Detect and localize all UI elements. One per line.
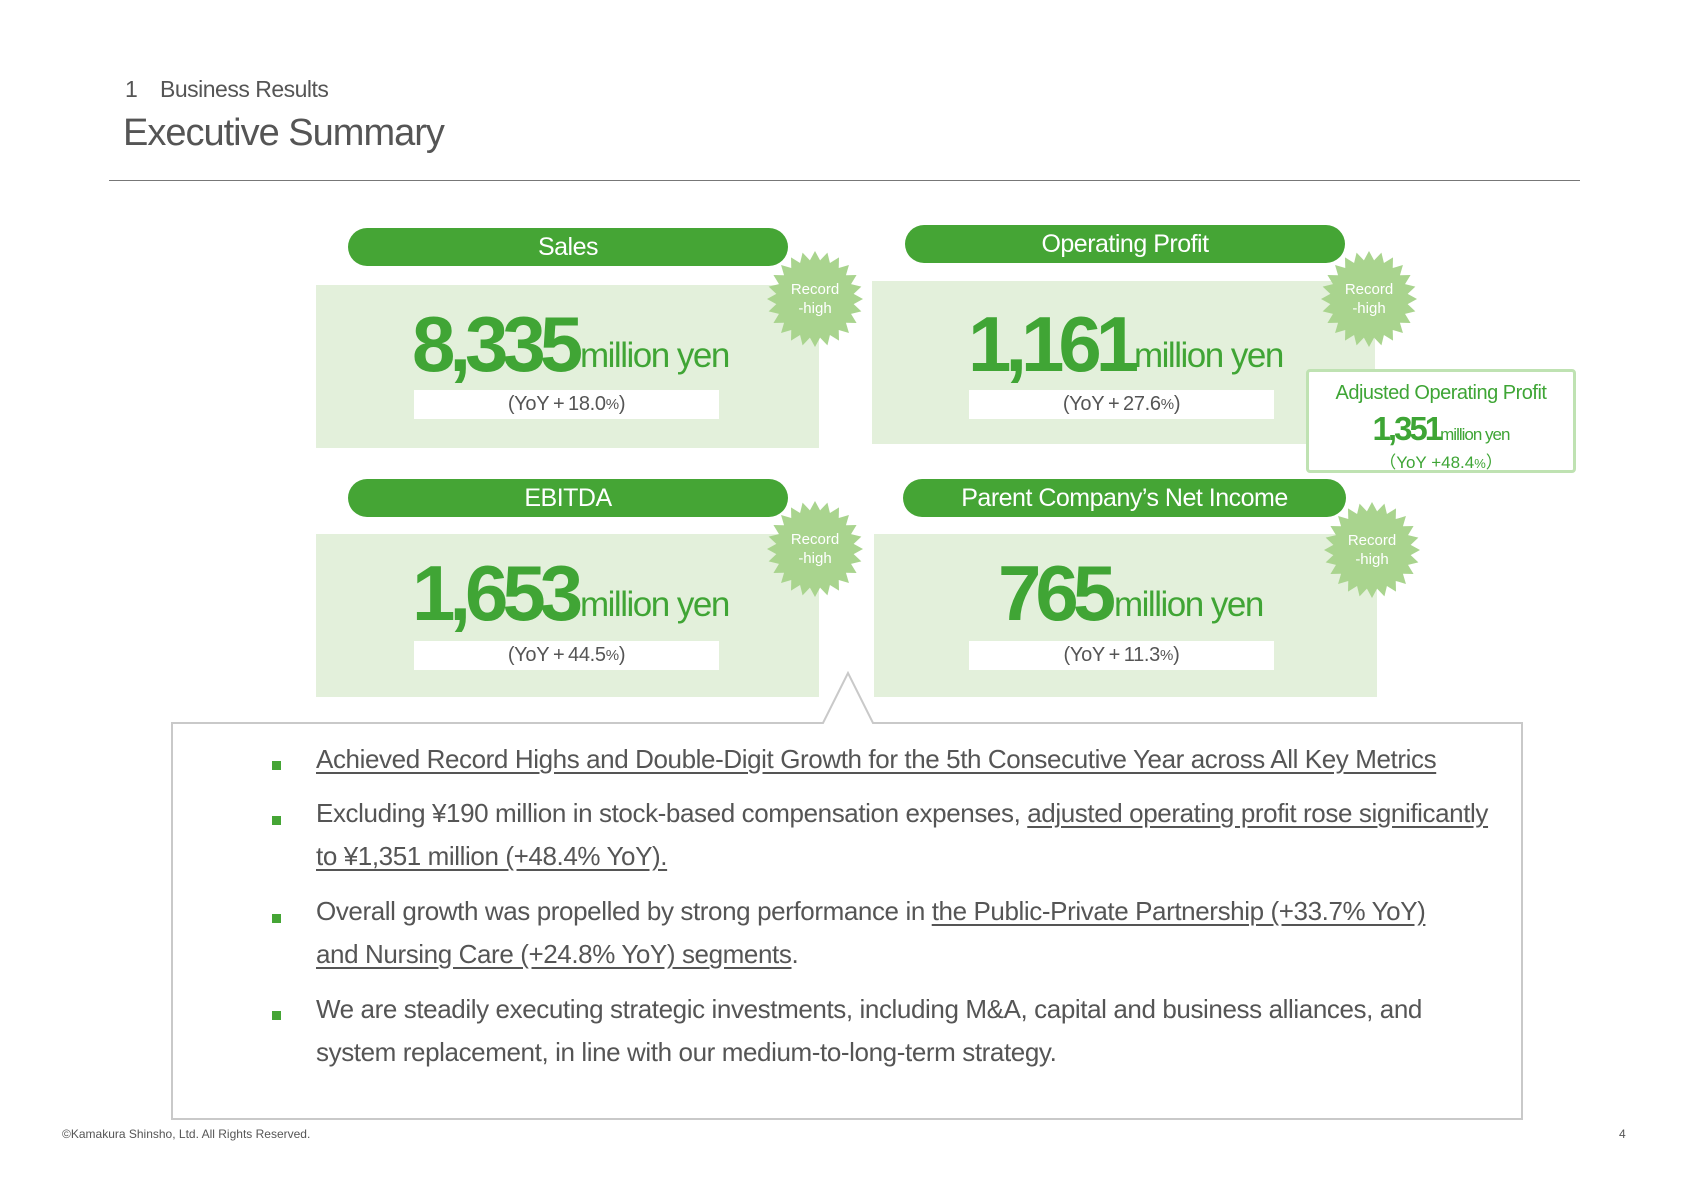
operating-profit-unit: million yen [1134, 336, 1284, 375]
adjusted-operating-profit-title: Adjusted Operating Profit [1335, 382, 1547, 404]
operating-profit-yoy: (YoY + 27.6%) [969, 390, 1274, 419]
summary-bullet-4: We are steadily executing strategic inve… [316, 994, 1422, 1024]
summary-bullet-3-cont: and Nursing Care (+24.8% YoY) segments. [316, 939, 799, 969]
starburst-badge-icon [767, 501, 863, 597]
ebitda-label: EBITDA [348, 479, 788, 517]
summary-callout-box [171, 671, 1523, 1120]
operating-profit-label: Operating Profit [905, 225, 1345, 263]
summary-bullet-2: Excluding ¥190 million in stock-based co… [316, 798, 1489, 828]
starburst-badge-icon [1321, 251, 1417, 347]
ebitda-yoy: (YoY + 44.5%) [414, 641, 719, 670]
net-income-record-badge: Record -high [1322, 500, 1422, 600]
ebitda-value: 1,653 [412, 549, 583, 637]
sales-record-badge: Record -high [765, 249, 865, 349]
sales-unit: million yen [580, 336, 730, 375]
summary-bullet-4-cont: system replacement, in line with our med… [316, 1037, 1057, 1067]
net-income-unit: million yen [1114, 585, 1264, 624]
adjusted-operating-profit-yoy: （YoY +48.4%） [1379, 453, 1503, 472]
square-bullet-icon [272, 816, 281, 825]
sales-yoy: (YoY + 18.0%) [414, 390, 719, 419]
adjusted-operating-profit-box: Adjusted Operating Profit 1,351million y… [1306, 369, 1576, 473]
net-income-value: 765 [998, 549, 1116, 637]
operating-profit-record-badge: Record -high [1319, 249, 1419, 349]
section-name: Business Results [160, 76, 329, 102]
square-bullet-icon [272, 914, 281, 923]
section-number: 1 [125, 76, 138, 102]
ebitda-record-badge: Record -high [765, 499, 865, 599]
summary-bullet-1: Achieved Record Highs and Double-Digit G… [316, 744, 1437, 774]
section-label: 1 Business Results [125, 76, 329, 103]
page-title: Executive Summary [123, 112, 445, 154]
adjusted-operating-profit-value: 1,351million yen [1372, 410, 1511, 447]
starburst-badge-icon [767, 251, 863, 347]
sales-card [316, 285, 819, 448]
summary-bullet-2-cont: to ¥1,351 million (+48.4% YoY). [316, 841, 668, 871]
net-income-yoy: (YoY + 11.3%) [969, 641, 1274, 670]
starburst-badge-icon [1324, 502, 1420, 598]
summary-bullet-3: Overall growth was propelled by strong p… [316, 896, 1426, 926]
page-number: 4 [1619, 1127, 1626, 1141]
footer-copyright: ©Kamakura Shinsho, Ltd. All Rights Reser… [62, 1127, 311, 1141]
square-bullet-icon [272, 1011, 281, 1020]
ebitda-unit: million yen [580, 585, 730, 624]
sales-label: Sales [348, 228, 788, 266]
square-bullet-icon [272, 761, 281, 770]
operating-profit-value: 1,161 [968, 300, 1139, 388]
title-divider [109, 180, 1580, 181]
net-income-label: Parent Company’s Net Income [903, 479, 1346, 517]
sales-value: 8,335 [412, 300, 583, 388]
